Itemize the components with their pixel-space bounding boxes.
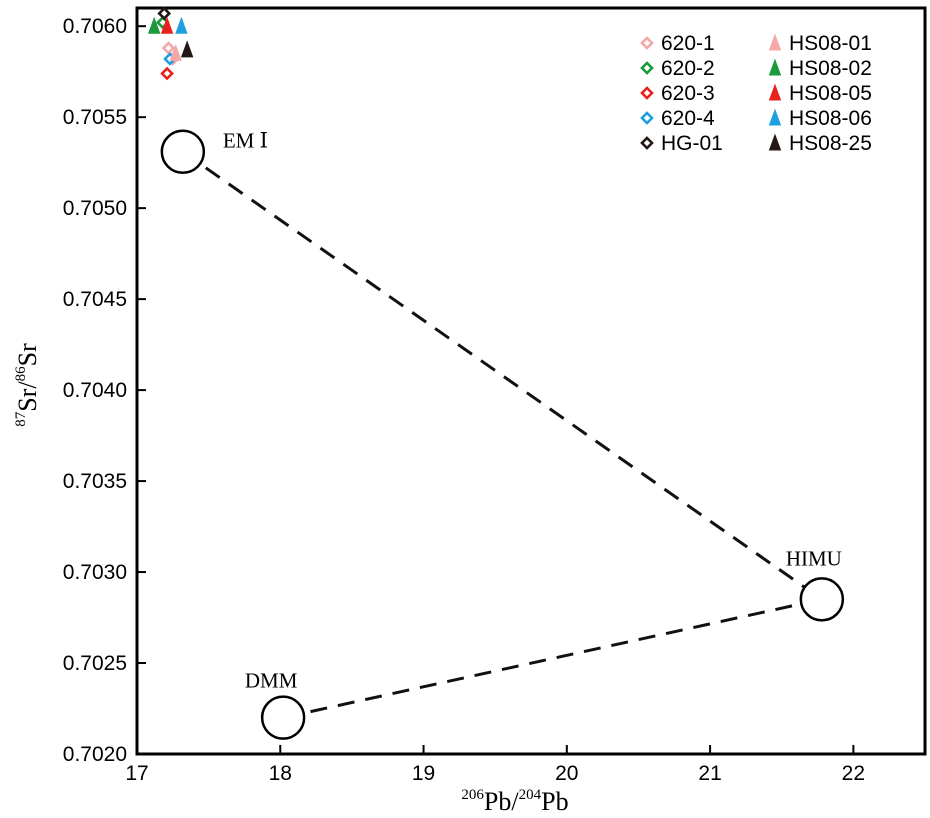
x-axis-title-part1: Pb/ <box>484 787 519 816</box>
y-tick-label-0.7055: 0.7055 <box>63 106 127 129</box>
x-axis: 17 18 19 20 21 22 <box>125 745 865 785</box>
y-tick-label-0.7060: 0.7060 <box>63 15 127 38</box>
end-member-circle-1 <box>799 577 845 622</box>
plot-frame <box>135 6 927 756</box>
x-tick-label-22: 22 <box>842 762 865 785</box>
legend-marker-620-2 <box>640 61 654 75</box>
point-HG-01-0 <box>157 6 172 21</box>
mixing-line-0 <box>181 150 823 601</box>
y-axis-title-part1: Sr/ <box>13 381 42 412</box>
legend-label-620-4: 620-4 <box>661 107 715 130</box>
x-axis-title: 206Pb/204Pb <box>461 787 568 816</box>
legend-label-HG-01: HG-01 <box>661 132 723 155</box>
point-HS08-25-0 <box>180 40 194 58</box>
y-tick-label-0.7050: 0.7050 <box>63 197 127 220</box>
y-tick-label-0.7020: 0.7020 <box>63 743 127 766</box>
legend-label-HS08-06: HS08-06 <box>789 107 872 130</box>
legend-label-HS08-05: HS08-05 <box>789 82 872 105</box>
x-tick-label-21: 21 <box>698 762 721 785</box>
legend-marker-HS08-05 <box>768 83 782 101</box>
y-tick-label-0.7030: 0.7030 <box>63 561 127 584</box>
mixing-line-1 <box>282 597 823 720</box>
legend-marker-HS08-06 <box>768 108 782 126</box>
point-HS08-01-0 <box>169 44 182 61</box>
legend: 620-1620-2620-3620-4HG-01HS08-01HS08-02H… <box>640 32 872 155</box>
legend-label-HS08-01: HS08-01 <box>789 32 872 55</box>
y-axis-title-part2: Sr <box>13 343 42 366</box>
legend-label-620-1: 620-1 <box>661 32 715 55</box>
legend-marker-620-3 <box>640 86 654 100</box>
end-member-label-2: DMM <box>245 669 298 693</box>
legend-marker-HS08-25 <box>768 133 782 151</box>
end-member-label-1: HIMU <box>786 546 842 570</box>
end-members: EM Ⅰ HIMU DMM <box>160 129 845 740</box>
legend-marker-HS08-01 <box>768 33 782 51</box>
point-620-3-0 <box>160 66 174 81</box>
point-HS08-06-0 <box>175 16 188 34</box>
y-axis: 0.7020 0.7025 0.7030 0.7035 0.7040 0.7045 0.70… <box>63 15 146 766</box>
data-points <box>147 6 194 81</box>
end-member-circle-2 <box>260 695 306 740</box>
y-axis-title-sup1: 87 <box>13 411 29 427</box>
y-tick-label-0.7045: 0.7045 <box>63 288 127 311</box>
x-axis-title-part2: Pb <box>541 787 568 816</box>
legend-label-620-3: 620-3 <box>661 82 715 105</box>
y-tick-label-0.7035: 0.7035 <box>63 470 127 493</box>
x-tick-label-19: 19 <box>412 762 435 785</box>
legend-marker-620-1 <box>640 36 654 50</box>
legend-marker-620-4 <box>640 111 654 125</box>
legend-label-620-2: 620-2 <box>661 57 715 80</box>
end-member-label-0: EM Ⅰ <box>223 129 268 153</box>
legend-marker-HG-01 <box>640 136 654 150</box>
x-tick-label-18: 18 <box>269 762 292 785</box>
x-axis-title-sup2: 204 <box>519 787 542 803</box>
mixing-lines <box>181 150 823 720</box>
y-axis-title: 87Sr/86Sr <box>13 343 42 427</box>
x-tick-label-20: 20 <box>555 762 578 785</box>
point-HS08-02-0 <box>147 16 161 34</box>
y-tick-label-0.7025: 0.7025 <box>63 652 127 675</box>
point-620-1-0 <box>161 41 176 55</box>
point-HS08-05-0 <box>160 16 174 34</box>
x-tick-label-17: 17 <box>125 762 148 785</box>
x-axis-title-sup1: 206 <box>461 787 484 803</box>
legend-label-HS08-25: HS08-25 <box>789 132 872 155</box>
end-member-circle-0 <box>160 129 206 174</box>
legend-label-HS08-02: HS08-02 <box>789 57 872 80</box>
legend-marker-HS08-02 <box>768 58 782 76</box>
y-tick-label-0.7040: 0.7040 <box>63 379 127 402</box>
y-axis-title-sup2: 86 <box>13 366 29 382</box>
